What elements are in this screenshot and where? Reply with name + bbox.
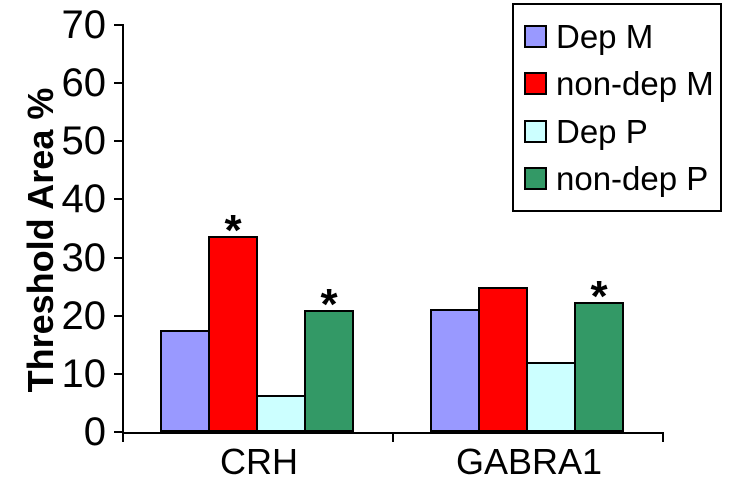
bar-crh-non-dep-p [304, 310, 354, 432]
plot-area: 0 10 20 30 40 50 60 70 CRH GABRA1 * * * [62, 3, 664, 480]
bar-gabra1-dep-p [526, 362, 576, 432]
y-axis-tick [114, 82, 124, 85]
y-axis-tick-label: 50 [61, 119, 107, 164]
y-axis-tick-label: 70 [61, 3, 107, 47]
x-category-label: GABRA1 [455, 441, 603, 482]
y-axis-tick [114, 198, 124, 201]
x-axis-tick [392, 434, 394, 442]
legend-label: non-dep M [556, 65, 714, 103]
legend-item: non-dep P [524, 162, 720, 195]
bar-gabra1-non-dep-m [478, 287, 528, 432]
y-axis-tick [114, 140, 124, 143]
significance-asterisk: * [224, 206, 242, 255]
legend-swatch-icon [524, 119, 547, 143]
y-axis-tick [114, 314, 124, 317]
x-category-label: CRH [220, 441, 298, 482]
bar-crh-non-dep-m [208, 236, 258, 432]
significance-asterisk: * [590, 272, 608, 321]
legend-label: non-dep P [556, 160, 709, 198]
legend-label: Dep M [556, 17, 654, 55]
y-axis-tick-label: 10 [61, 351, 107, 396]
y-axis-tick-label: 30 [61, 235, 107, 280]
x-axis-tick [662, 434, 664, 442]
y-axis-tick [114, 431, 124, 433]
legend-item: non-dep M [524, 67, 720, 100]
legend-swatch-icon [524, 72, 547, 96]
y-axis-tick-label: 40 [61, 177, 107, 222]
bar-crh-dep-m [160, 330, 210, 432]
legend-label: Dep P [556, 112, 648, 150]
legend-swatch-icon [524, 24, 547, 48]
significance-asterisk: * [320, 280, 338, 329]
y-axis-tick-label: 20 [61, 293, 107, 338]
legend: Dep M non-dep M Dep P non-dep P [512, 3, 722, 212]
x-axis-tick [122, 434, 124, 442]
y-axis-title: Threshold Area % [20, 87, 61, 393]
legend-swatch-icon [524, 167, 547, 191]
y-axis-tick [114, 24, 124, 26]
bar-gabra1-non-dep-p [574, 302, 624, 432]
bar-gabra1-dep-m [430, 309, 480, 432]
legend-item: Dep P [524, 115, 720, 148]
y-axis-tick-label: 0 [83, 410, 106, 454]
bar-crh-dep-p [256, 395, 306, 432]
y-axis-tick-label: 60 [61, 61, 107, 106]
y-axis-tick [114, 256, 124, 259]
y-axis-tick [114, 372, 124, 375]
legend-item: Dep M [524, 20, 720, 53]
